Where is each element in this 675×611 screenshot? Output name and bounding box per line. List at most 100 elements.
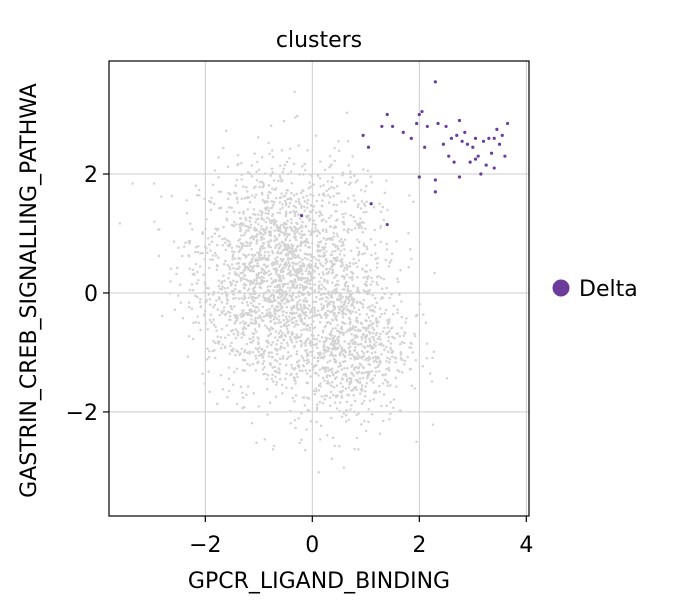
background-point (359, 342, 362, 346)
background-point (325, 382, 329, 385)
background-point (251, 362, 255, 366)
background-point (208, 243, 211, 246)
background-point (196, 270, 199, 274)
background-point (292, 273, 295, 277)
background-point (213, 169, 217, 172)
background-point (308, 326, 312, 329)
background-point (338, 294, 341, 297)
background-point (297, 197, 301, 201)
background-point (338, 361, 342, 365)
background-point (281, 357, 285, 360)
background-point (360, 220, 364, 224)
background-point (317, 290, 321, 294)
background-point (212, 323, 216, 327)
background-point (308, 181, 311, 184)
background-point (240, 244, 244, 248)
background-point (241, 320, 245, 323)
background-point (371, 335, 374, 339)
background-point (349, 214, 352, 217)
background-point (327, 201, 331, 204)
background-point (352, 387, 356, 391)
background-point (234, 223, 238, 226)
background-point (260, 354, 264, 358)
background-point (333, 288, 336, 292)
background-point (250, 340, 254, 344)
background-point (263, 250, 267, 254)
background-point (365, 280, 368, 283)
background-point (220, 301, 224, 304)
background-point (373, 228, 376, 232)
background-point (307, 307, 310, 311)
background-point (367, 355, 371, 359)
background-point (383, 191, 387, 195)
background-point (256, 274, 260, 278)
background-point (270, 355, 274, 359)
background-point (307, 293, 311, 297)
background-point (319, 356, 322, 360)
background-point (280, 334, 284, 337)
background-point (257, 168, 261, 171)
background-point (385, 242, 388, 246)
background-point (374, 366, 377, 370)
background-point (312, 300, 315, 303)
background-point (288, 246, 291, 250)
background-point (260, 275, 264, 279)
background-point (262, 293, 265, 296)
background-point (196, 250, 200, 254)
background-point (249, 261, 252, 265)
background-point (303, 209, 307, 212)
background-point (330, 457, 334, 461)
background-point (191, 337, 195, 341)
background-point (360, 337, 364, 341)
data-point-delta (300, 214, 304, 218)
background-point (240, 336, 243, 339)
data-point-delta (497, 142, 502, 146)
background-point (357, 259, 361, 262)
background-point (388, 320, 391, 324)
background-point (401, 358, 404, 361)
background-point (357, 411, 360, 415)
background-point (371, 304, 374, 307)
background-point (322, 273, 325, 276)
background-point (188, 239, 192, 243)
background-point (320, 316, 323, 319)
background-point (317, 287, 321, 290)
background-point (303, 313, 306, 316)
background-point (335, 192, 339, 195)
background-point (379, 332, 382, 336)
background-point (275, 238, 279, 241)
x-tick-label: −2 (189, 533, 221, 558)
background-point (277, 179, 280, 183)
background-point (332, 195, 335, 198)
background-point (217, 284, 221, 288)
background-point (343, 277, 346, 280)
background-point (321, 376, 325, 380)
background-point (270, 327, 273, 330)
background-point (251, 335, 255, 339)
background-point (332, 186, 336, 190)
background-point (377, 275, 380, 278)
background-point (310, 287, 314, 291)
background-point (317, 384, 321, 387)
background-point (323, 168, 327, 172)
background-point (223, 241, 227, 244)
background-point (279, 177, 282, 180)
background-point (344, 413, 348, 417)
background-point (239, 279, 243, 282)
background-point (311, 306, 315, 309)
background-point (342, 321, 346, 325)
background-point (288, 201, 292, 205)
background-point (256, 233, 259, 236)
background-point (315, 234, 319, 238)
background-point (321, 329, 325, 333)
background-point (251, 269, 254, 273)
background-point (374, 296, 377, 300)
background-point (324, 368, 327, 372)
background-point (374, 333, 378, 336)
background-point (309, 344, 313, 347)
background-point (279, 263, 282, 266)
background-point (288, 319, 292, 322)
y-tick-label: −2 (66, 401, 98, 426)
background-point (361, 303, 365, 306)
background-point (278, 201, 282, 204)
